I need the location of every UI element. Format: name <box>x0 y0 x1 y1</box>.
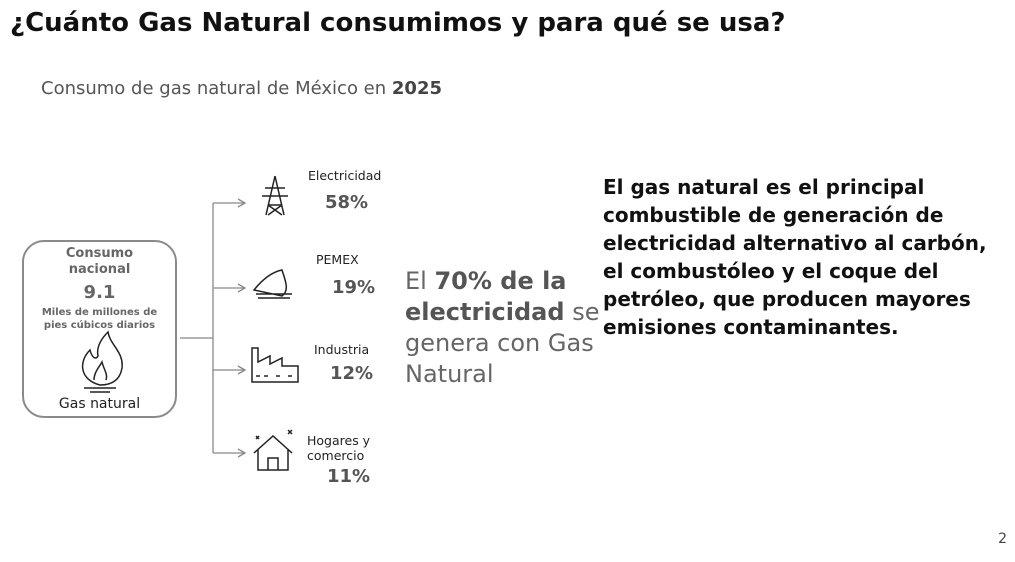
branch-label: Electricidad <box>308 168 382 183</box>
box-label: Gas natural <box>58 396 141 412</box>
branch-share: 12% <box>330 363 374 384</box>
branch-label: Industria <box>314 342 370 357</box>
title: ¿Cuánto Gas Natural consumimos y para qu… <box>10 8 786 38</box>
subtitle-text: Consumo de gas natural de México en <box>41 78 392 99</box>
highlight: El 70% de la electricidad se genera con … <box>405 266 605 390</box>
icons <box>81 175 299 471</box>
box-unit: Miles de millones de pies cúbicos diario… <box>41 307 158 331</box>
branch-share: 11% <box>327 466 371 487</box>
consumption-box: Consumo nacional 9.1 Miles de millones d… <box>22 240 177 418</box>
connectors <box>180 198 247 458</box>
branch-label: PEMEX <box>316 252 359 267</box>
box-heading: Consumo nacional <box>65 246 134 277</box>
branch-label: Hogares y comercio <box>307 433 371 463</box>
branch-share: 58% <box>325 192 369 213</box>
page-number: 2 <box>998 531 1007 547</box>
highlight-bold: 70% de la electricidad <box>405 267 567 326</box>
branch-share: 19% <box>332 277 376 298</box>
highlight-before: El <box>405 267 435 295</box>
box-value: 9.1 <box>83 282 116 303</box>
subtitle-year: 2025 <box>391 78 442 99</box>
subtitle: Consumo de gas natural de México en 2025 <box>41 78 442 99</box>
statement: El gas natural es el principal combustib… <box>603 175 987 339</box>
highlight-after: se genera con Gas Natural <box>405 298 600 388</box>
